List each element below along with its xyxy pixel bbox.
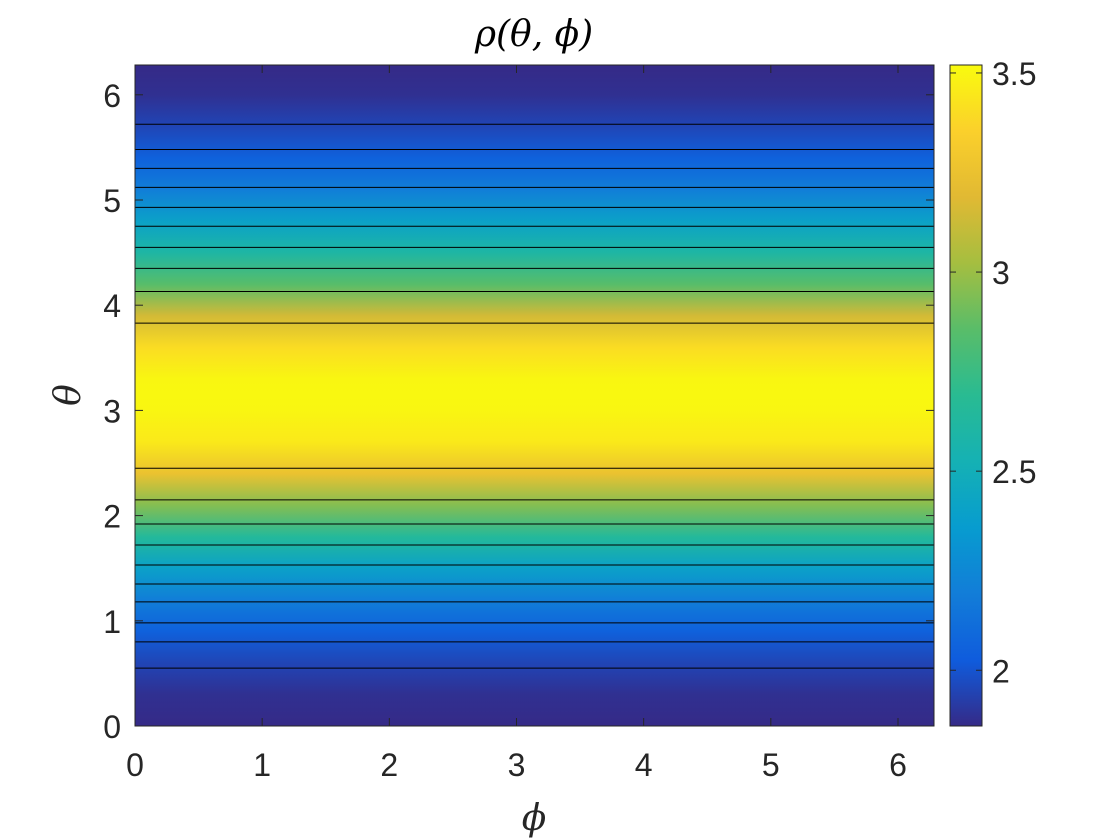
y-tick-label: 1 — [103, 604, 121, 640]
chart-title: ρ(θ, ϕ) — [474, 14, 593, 55]
heatmap-field — [135, 65, 934, 726]
colorbar-tick-label: 3.5 — [992, 56, 1036, 92]
y-axis-label: θ — [48, 384, 89, 406]
x-axis-label: ϕ — [522, 798, 547, 839]
colorbar-tick-label: 2.5 — [992, 454, 1036, 490]
y-tick-label: 3 — [103, 393, 121, 429]
x-tick-label: 2 — [380, 747, 398, 783]
x-tick-label: 4 — [635, 747, 653, 783]
y-tick-label: 6 — [103, 78, 121, 114]
x-tick-label: 0 — [126, 747, 144, 783]
contour-lines — [135, 123, 934, 669]
colorbar — [949, 64, 983, 727]
y-axis-ticks: 0 1 2 3 4 5 6 — [103, 78, 934, 745]
y-tick-label: 5 — [103, 183, 121, 219]
x-axis-ticks: 0 1 2 3 4 5 6 — [126, 65, 907, 783]
y-tick-label: 4 — [103, 288, 121, 324]
x-tick-label: 3 — [508, 747, 526, 783]
x-tick-label: 5 — [762, 747, 780, 783]
colorbar-tick-label: 3 — [992, 255, 1010, 291]
plot-frame — [134, 64, 935, 727]
y-tick-label: 0 — [103, 709, 121, 745]
colorbar-ticks: 2 2.5 3 3.5 — [950, 56, 1036, 689]
colorbar-tick-label: 2 — [992, 653, 1010, 689]
x-tick-label: 1 — [253, 747, 271, 783]
y-tick-label: 2 — [103, 499, 121, 535]
x-tick-label: 6 — [889, 747, 907, 783]
